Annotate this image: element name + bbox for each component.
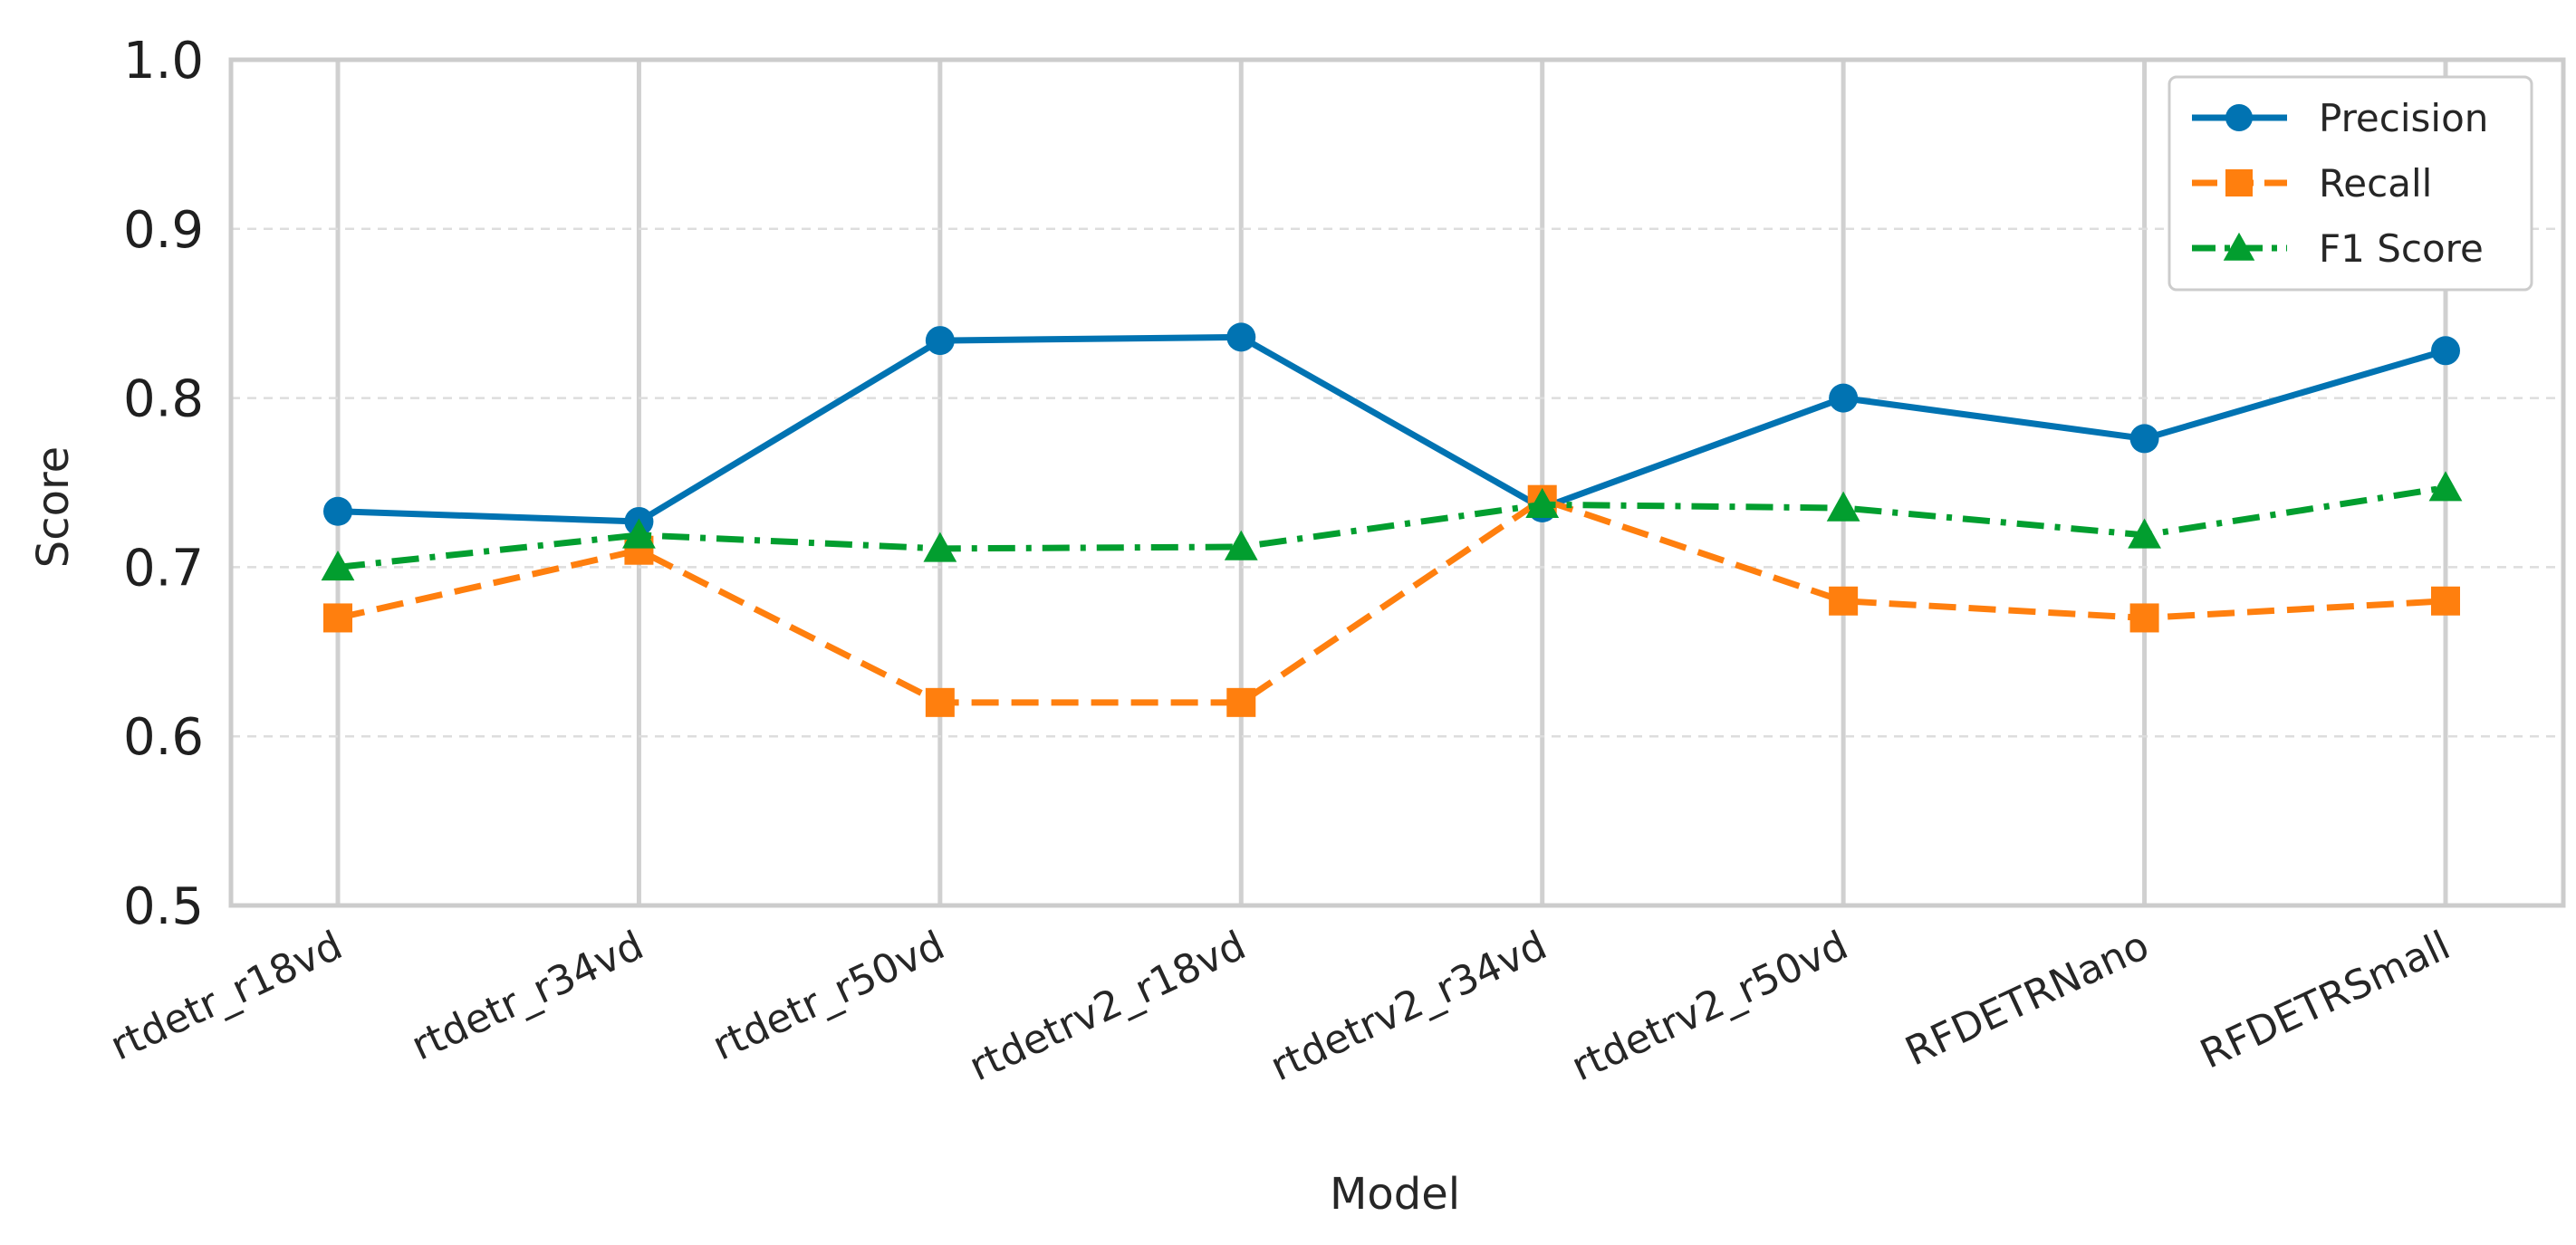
grid-layer — [231, 60, 2563, 905]
recall-point — [925, 687, 955, 717]
precision-point — [323, 496, 352, 526]
recall-point — [323, 603, 352, 633]
legend-box — [2167, 75, 2533, 292]
precision-line — [337, 333, 2446, 525]
recall-line — [337, 496, 2446, 706]
x-tick-label: rtdetr_r18vd — [103, 923, 349, 1070]
y-tick-label: 0.9 — [123, 201, 204, 260]
f1-score-point — [923, 532, 957, 562]
f1-score-point — [2128, 518, 2161, 549]
x-tick-label: RFDETRNano — [1898, 923, 2156, 1076]
recall-point — [2129, 603, 2159, 633]
precision-point — [2129, 424, 2159, 454]
legend-label: Recall — [2319, 161, 2432, 206]
recall-point — [2431, 586, 2460, 616]
series-precision — [323, 322, 2460, 536]
f1-score-line — [337, 484, 2446, 570]
legend-marker — [2225, 169, 2253, 196]
legend-marker — [2225, 104, 2253, 131]
y-tick-label: 0.8 — [123, 370, 204, 429]
x-tick-label: rtdetrv2_r50vd — [1564, 923, 1854, 1091]
y-tick-label: 0.6 — [123, 708, 204, 767]
f1-score-point — [1525, 487, 1560, 519]
series-f1-score — [321, 471, 2463, 581]
x-tick-label: rtdetrv2_r18vd — [963, 923, 1253, 1091]
y-tick-label: 0.7 — [123, 539, 204, 598]
precision-point — [2431, 336, 2460, 366]
recall-point — [1829, 586, 1859, 616]
x-tick-label: RFDETRSmall — [2194, 923, 2457, 1078]
precision-point — [925, 326, 955, 356]
x-axis-title: Model — [1330, 1169, 1460, 1220]
series-recall — [323, 484, 2460, 717]
f1-score-point — [1826, 491, 1860, 522]
legend: Precision Recall F1 Score — [2167, 75, 2533, 292]
x-tick-label: rtdetr_r34vd — [405, 923, 650, 1070]
y-tick-label: 1.0 — [123, 32, 204, 91]
x-axis-ticks: rtdetr_r18vd rtdetr_r34vd rtdetr_r50vd rtde… — [103, 923, 2456, 1091]
y-axis-ticks: 0.5 0.6 0.7 0.8 0.9 1.0 — [123, 32, 204, 936]
legend-item-recall: Recall — [2192, 161, 2432, 206]
legend-items: Precision Recall F1 Score — [2192, 96, 2488, 271]
precision-point — [1829, 383, 1859, 413]
legend-item-precision: Precision — [2192, 96, 2488, 140]
recall-point — [1226, 687, 1256, 717]
x-tick-label: rtdetr_r50vd — [706, 923, 951, 1070]
precision-point — [1226, 322, 1256, 352]
f1-score-point — [321, 551, 355, 581]
plot-area-frame — [228, 57, 2566, 908]
y-tick-label: 0.5 — [123, 877, 204, 936]
f1-score-point — [1224, 530, 1258, 560]
x-tick-label: rtdetrv2_r34vd — [1264, 923, 1553, 1091]
f1-score-point — [2428, 471, 2463, 502]
legend-label: F1 Score — [2319, 226, 2484, 271]
f1-score-point — [622, 518, 656, 549]
y-axis-title: Score — [28, 446, 79, 568]
legend-marker — [2223, 232, 2255, 261]
series-layer — [321, 322, 2463, 717]
legend-label: Precision — [2319, 96, 2488, 140]
legend-item-f1-score: F1 Score — [2192, 226, 2484, 271]
